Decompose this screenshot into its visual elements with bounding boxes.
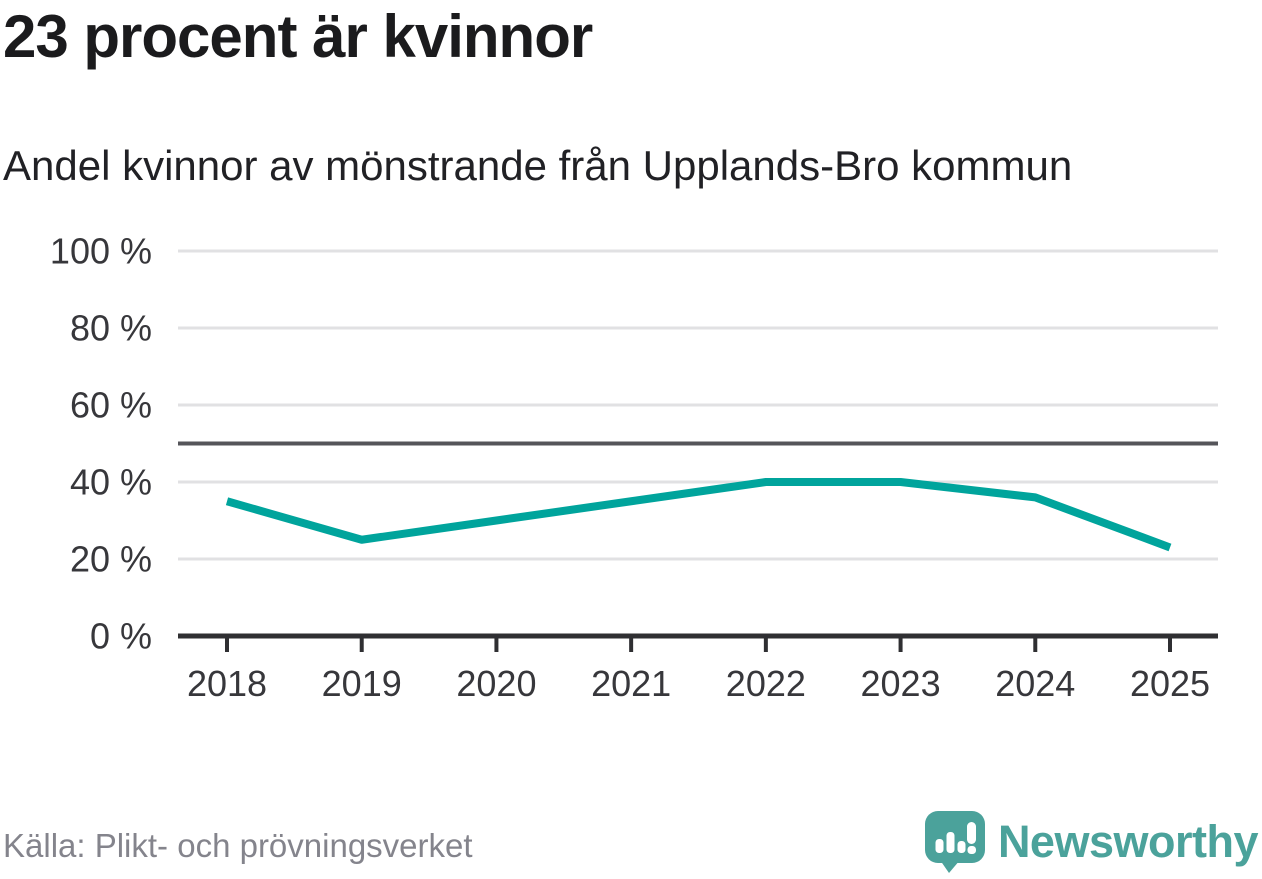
y-axis-label: 0 % (90, 616, 152, 657)
exclamation-bar-icon (966, 822, 976, 844)
newsworthy-bubble-icon (924, 811, 985, 873)
x-axis-label: 2021 (591, 663, 671, 704)
y-axis-label: 100 % (50, 231, 152, 272)
x-axis-label: 2022 (726, 663, 806, 704)
x-axis-label: 2019 (322, 663, 402, 704)
data-line-andel-kvinnor-av-m-nstrande (225, 478, 1172, 552)
x-axis-label: 2024 (995, 663, 1075, 704)
exclamation-dot-icon (967, 846, 976, 854)
page-title: 23 procent är kvinnor (3, 3, 593, 70)
y-axis-label: 20 % (70, 539, 152, 580)
x-axis-label: 2018 (187, 663, 267, 704)
bar-icon-tall (946, 832, 955, 853)
y-axis-label: 60 % (70, 385, 152, 426)
y-axis-label: 80 % (70, 308, 152, 349)
bar-icon-small (935, 839, 944, 853)
source-note: Källa: Plikt- och prövningsverket (3, 827, 473, 864)
chart-subtitle: Andel kvinnor av mönstrande från Uppland… (3, 142, 1073, 189)
x-axis-label: 2025 (1130, 663, 1210, 704)
x-axis-label: 2023 (861, 663, 941, 704)
bubble-tail (939, 860, 960, 873)
brand-wordmark: Newsworthy (997, 816, 1259, 867)
brand-logo: Newsworthy (924, 808, 1259, 876)
bar-icon-medium (957, 841, 966, 853)
x-axis-label: 2020 (456, 663, 536, 704)
y-axis-label: 40 % (70, 462, 152, 503)
